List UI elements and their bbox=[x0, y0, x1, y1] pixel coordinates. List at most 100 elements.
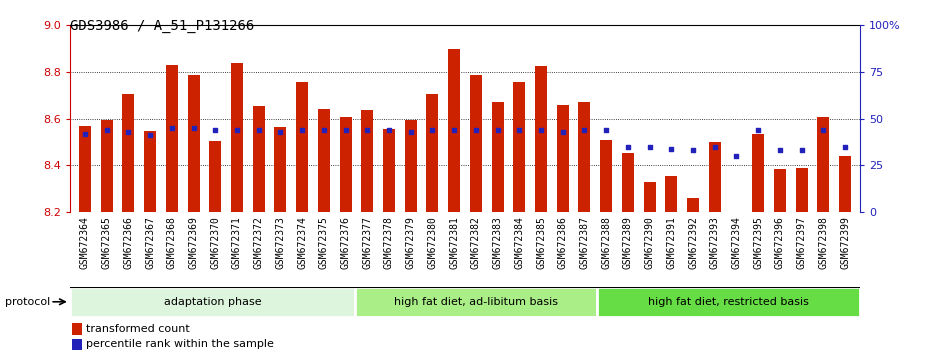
Point bbox=[534, 127, 549, 133]
Point bbox=[316, 127, 331, 133]
Text: GSM672385: GSM672385 bbox=[536, 216, 546, 269]
Bar bbox=[600, 140, 612, 212]
Text: GSM672393: GSM672393 bbox=[710, 216, 720, 269]
Point bbox=[360, 127, 375, 133]
Bar bbox=[318, 109, 330, 212]
Point bbox=[642, 144, 657, 149]
Point bbox=[77, 131, 92, 136]
Text: GSM672379: GSM672379 bbox=[405, 216, 416, 269]
Text: GSM672375: GSM672375 bbox=[319, 216, 329, 269]
Text: GSM672389: GSM672389 bbox=[623, 216, 633, 269]
Bar bbox=[687, 198, 699, 212]
Point bbox=[685, 148, 700, 153]
Bar bbox=[622, 153, 634, 212]
Bar bbox=[274, 127, 286, 212]
Bar bbox=[72, 323, 82, 335]
Bar bbox=[578, 102, 591, 212]
Text: GSM672386: GSM672386 bbox=[558, 216, 567, 269]
Point bbox=[142, 133, 157, 138]
Point bbox=[207, 127, 222, 133]
Text: GSM672365: GSM672365 bbox=[101, 216, 112, 269]
Point bbox=[816, 127, 830, 133]
Text: GSM672374: GSM672374 bbox=[297, 216, 307, 269]
Text: GSM672380: GSM672380 bbox=[428, 216, 437, 269]
Point bbox=[100, 127, 114, 133]
Bar bbox=[817, 118, 830, 212]
Text: GSM672391: GSM672391 bbox=[666, 216, 676, 269]
Bar bbox=[231, 63, 243, 212]
Bar bbox=[355, 287, 597, 317]
Text: GSM672368: GSM672368 bbox=[166, 216, 177, 269]
Point bbox=[490, 127, 505, 133]
Point bbox=[273, 129, 288, 135]
Bar bbox=[209, 141, 221, 212]
Bar bbox=[492, 102, 503, 212]
Text: GSM672366: GSM672366 bbox=[124, 216, 133, 269]
Point bbox=[620, 144, 635, 149]
Bar bbox=[730, 212, 742, 245]
Text: GSM672383: GSM672383 bbox=[493, 216, 502, 269]
Text: GSM672378: GSM672378 bbox=[384, 216, 394, 269]
Point bbox=[425, 127, 440, 133]
Bar bbox=[644, 182, 656, 212]
Text: GSM672364: GSM672364 bbox=[80, 216, 90, 269]
Bar bbox=[100, 120, 113, 212]
Text: GSM672384: GSM672384 bbox=[514, 216, 525, 269]
Text: GSM672373: GSM672373 bbox=[275, 216, 286, 269]
Text: GSM672388: GSM672388 bbox=[601, 216, 611, 269]
Bar bbox=[123, 94, 134, 212]
Text: GSM672387: GSM672387 bbox=[579, 216, 590, 269]
Text: GSM672371: GSM672371 bbox=[232, 216, 242, 269]
Bar bbox=[72, 339, 82, 350]
Text: GSM672382: GSM672382 bbox=[471, 216, 481, 269]
Bar bbox=[752, 134, 764, 212]
Text: GSM672377: GSM672377 bbox=[363, 216, 372, 269]
Point bbox=[555, 129, 570, 135]
Text: GSM672390: GSM672390 bbox=[644, 216, 655, 269]
Text: GSM672397: GSM672397 bbox=[797, 216, 806, 269]
Text: percentile rank within the sample: percentile rank within the sample bbox=[86, 339, 273, 349]
Point bbox=[165, 125, 179, 131]
Point bbox=[404, 129, 418, 135]
Point bbox=[708, 144, 723, 149]
Point bbox=[381, 127, 396, 133]
Bar bbox=[470, 75, 482, 212]
Point bbox=[339, 127, 353, 133]
Text: GSM672394: GSM672394 bbox=[732, 216, 741, 269]
Text: GSM672381: GSM672381 bbox=[449, 216, 459, 269]
Text: GSM672370: GSM672370 bbox=[210, 216, 220, 269]
Point bbox=[599, 127, 614, 133]
Bar bbox=[665, 176, 677, 212]
Text: GSM672376: GSM672376 bbox=[340, 216, 351, 269]
Text: GSM672399: GSM672399 bbox=[840, 216, 850, 269]
Point bbox=[838, 144, 853, 149]
Text: high fat diet, restricted basis: high fat diet, restricted basis bbox=[648, 297, 809, 307]
Text: GSM672372: GSM672372 bbox=[254, 216, 264, 269]
Point bbox=[794, 148, 809, 153]
Text: GSM672398: GSM672398 bbox=[818, 216, 829, 269]
Bar bbox=[557, 104, 569, 212]
Text: transformed count: transformed count bbox=[86, 324, 190, 333]
Bar bbox=[79, 126, 91, 212]
Point bbox=[729, 153, 744, 159]
Bar bbox=[188, 75, 200, 212]
Bar bbox=[361, 110, 373, 212]
Bar bbox=[144, 131, 156, 212]
Bar bbox=[405, 120, 417, 212]
Text: GSM672395: GSM672395 bbox=[753, 216, 764, 269]
Bar bbox=[166, 65, 178, 212]
Text: GSM672367: GSM672367 bbox=[145, 216, 155, 269]
Bar bbox=[296, 82, 308, 212]
Bar bbox=[339, 118, 352, 212]
Bar bbox=[796, 168, 807, 212]
Text: adaptation phase: adaptation phase bbox=[164, 297, 261, 307]
Text: protocol: protocol bbox=[5, 297, 50, 307]
Point bbox=[295, 127, 310, 133]
Point bbox=[512, 127, 526, 133]
Point bbox=[469, 127, 484, 133]
Bar bbox=[427, 94, 438, 212]
Point bbox=[121, 129, 136, 135]
Text: high fat diet, ad-libitum basis: high fat diet, ad-libitum basis bbox=[394, 297, 558, 307]
Point bbox=[751, 127, 765, 133]
Point bbox=[186, 125, 201, 131]
